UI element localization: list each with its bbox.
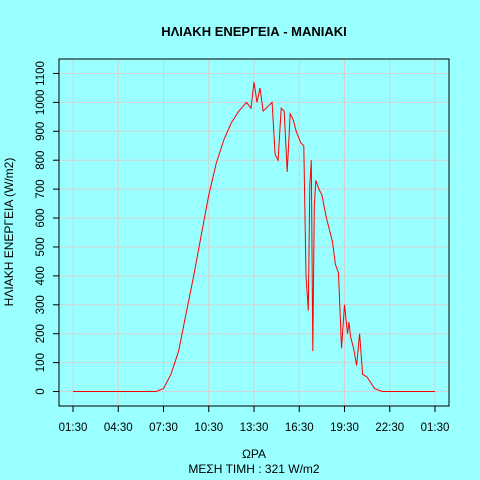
x-tick-label: 13:30 bbox=[240, 422, 269, 434]
x-tick-label: 01:30 bbox=[59, 422, 88, 434]
y-tick-label: 900 bbox=[35, 122, 47, 141]
y-tick-label: 500 bbox=[35, 237, 47, 256]
x-tick-label: 01:30 bbox=[421, 422, 450, 434]
grid bbox=[59, 59, 449, 406]
chart-subtitle: ΜΕΣΗ ΤΙΜΗ : 321 W/m2 bbox=[188, 462, 320, 476]
y-axis: 0 100 200 300 400 500 600 700 800 900 1000 1100 bbox=[35, 59, 60, 406]
y-tick-label: 1000 bbox=[35, 90, 47, 116]
chart-title: ΗΛΙΑΚΗ ΕΝΕΡΓΕΙΑ - ΜΑΝΙΑΚΙ bbox=[161, 24, 347, 39]
x-tick-label: 19:30 bbox=[330, 422, 359, 434]
y-tick-label: 0 bbox=[35, 388, 47, 394]
y-tick-label: 300 bbox=[35, 295, 47, 314]
y-tick-label: 700 bbox=[35, 180, 47, 199]
x-axis-label: ΩΡΑ bbox=[242, 447, 266, 461]
y-tick-label: 100 bbox=[35, 353, 47, 372]
x-tick-label: 04:30 bbox=[104, 422, 133, 434]
y-tick-label: 1100 bbox=[35, 61, 47, 86]
y-tick-label: 400 bbox=[35, 266, 47, 285]
x-tick-label: 10:30 bbox=[194, 422, 223, 434]
series-lines bbox=[73, 82, 435, 392]
series-line-0 bbox=[73, 82, 435, 392]
y-tick-label: 800 bbox=[35, 151, 47, 170]
x-tick-label: 07:30 bbox=[149, 422, 178, 434]
y-tick-label: 200 bbox=[35, 324, 47, 343]
x-tick-label: 22:30 bbox=[375, 422, 404, 434]
y-axis-label: ΗΛΙΑΚΗ ΕΝΕΡΓΕΙΑ (W/m2) bbox=[2, 158, 16, 307]
x-axis: 01:30 04:30 07:30 10:30 13:30 16:30 19:30 22:30… bbox=[59, 405, 450, 434]
y-tick-label: 600 bbox=[35, 208, 47, 227]
x-tick-label: 16:30 bbox=[285, 422, 314, 434]
